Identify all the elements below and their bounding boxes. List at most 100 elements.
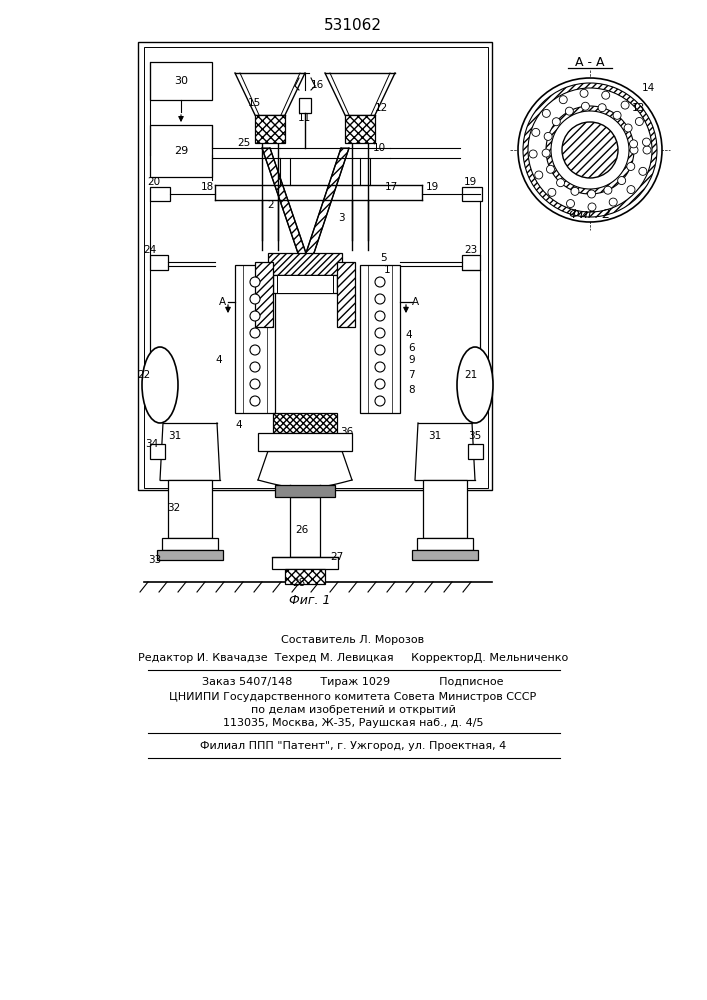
Circle shape [537, 97, 643, 203]
Bar [290, 497, 320, 557]
Text: 32: 32 [167, 503, 180, 513]
Text: 15: 15 [248, 98, 262, 108]
Circle shape [551, 111, 629, 189]
Bar [255, 262, 273, 327]
Text: 19: 19 [464, 177, 477, 187]
Circle shape [566, 200, 575, 208]
Circle shape [375, 328, 385, 338]
Text: 113035, Москва, Ж-35, Раушская наб., д. 4/5: 113035, Москва, Ж-35, Раушская наб., д. … [223, 718, 484, 728]
Circle shape [528, 88, 652, 212]
Text: 33: 33 [148, 555, 161, 565]
Ellipse shape [142, 347, 178, 423]
Bar [150, 125, 212, 177]
Text: Заказ 5407/148        Тираж 1029              Подписное: Заказ 5407/148 Тираж 1029 Подписное [202, 677, 504, 687]
Bar [138, 42, 492, 490]
Circle shape [629, 140, 638, 148]
Circle shape [250, 277, 260, 287]
Bar [235, 265, 275, 413]
Circle shape [627, 186, 635, 194]
Circle shape [250, 328, 260, 338]
Bar [468, 444, 483, 459]
Bar [268, 253, 342, 275]
Bar [337, 262, 355, 327]
Text: Фиг. 1: Фиг. 1 [289, 593, 331, 606]
Text: 6: 6 [408, 343, 414, 353]
Circle shape [602, 91, 609, 99]
Bar [412, 550, 478, 560]
Circle shape [250, 311, 260, 321]
Text: Редактор И. Квачадзе  Техред М. Левицкая     КорректорД. Мельниченко: Редактор И. Квачадзе Техред М. Левицкая … [138, 653, 568, 663]
Circle shape [532, 128, 539, 136]
Bar [417, 538, 473, 550]
Bar [255, 115, 285, 143]
Circle shape [580, 89, 588, 97]
Circle shape [529, 150, 537, 158]
Text: 11: 11 [298, 113, 311, 123]
Circle shape [250, 294, 260, 304]
Bar [144, 47, 488, 488]
Text: 10: 10 [373, 143, 386, 153]
Bar [275, 485, 335, 497]
Circle shape [544, 132, 552, 140]
Bar [258, 433, 352, 451]
Circle shape [621, 101, 629, 109]
Text: 531062: 531062 [324, 18, 382, 33]
Text: 14: 14 [642, 83, 655, 93]
Bar [150, 62, 212, 100]
Bar [360, 265, 400, 413]
Bar [273, 413, 337, 433]
Circle shape [542, 149, 550, 157]
Circle shape [250, 362, 260, 372]
Circle shape [624, 124, 632, 132]
Text: 20: 20 [147, 177, 160, 187]
Text: A: A [218, 297, 226, 307]
Circle shape [630, 146, 638, 154]
Circle shape [559, 96, 567, 104]
Circle shape [581, 102, 590, 110]
Bar [157, 550, 223, 560]
Circle shape [613, 111, 621, 119]
Text: 19: 19 [426, 182, 439, 192]
Text: Филиал ППП "Патент", г. Ужгород, ул. Проектная, 4: Филиал ППП "Патент", г. Ужгород, ул. Про… [200, 741, 506, 751]
Circle shape [518, 78, 662, 222]
Circle shape [571, 187, 579, 195]
Circle shape [627, 162, 635, 170]
Circle shape [604, 186, 612, 194]
Text: 3: 3 [338, 213, 344, 223]
Circle shape [566, 107, 573, 115]
Text: 31: 31 [168, 431, 181, 441]
Circle shape [639, 167, 647, 175]
Circle shape [250, 396, 260, 406]
Circle shape [534, 171, 543, 179]
Text: 36: 36 [340, 427, 354, 437]
Text: 4: 4 [235, 420, 242, 430]
Text: 22: 22 [137, 370, 151, 380]
Bar [150, 444, 165, 459]
Text: 35: 35 [468, 431, 481, 441]
Circle shape [375, 396, 385, 406]
Circle shape [250, 379, 260, 389]
Text: 17: 17 [385, 182, 398, 192]
Circle shape [375, 379, 385, 389]
Circle shape [609, 198, 617, 206]
Text: 5: 5 [380, 253, 387, 263]
Bar [273, 275, 337, 293]
Circle shape [548, 188, 556, 196]
Bar [150, 255, 168, 270]
Text: 16: 16 [311, 80, 325, 90]
Circle shape [541, 101, 639, 199]
Text: Составитель Л. Морозов: Составитель Л. Морозов [281, 635, 425, 645]
Text: 28: 28 [292, 578, 305, 588]
Text: 2: 2 [267, 200, 274, 210]
Circle shape [643, 146, 651, 154]
Text: 12: 12 [375, 103, 388, 113]
Circle shape [250, 345, 260, 355]
Circle shape [375, 311, 385, 321]
Text: 29: 29 [174, 146, 188, 156]
Circle shape [598, 104, 606, 112]
Bar [462, 255, 480, 270]
Text: Фиг. 2: Фиг. 2 [569, 209, 611, 222]
Text: 30: 30 [174, 76, 188, 86]
Text: 8: 8 [408, 385, 414, 395]
Text: 18: 18 [201, 182, 214, 192]
